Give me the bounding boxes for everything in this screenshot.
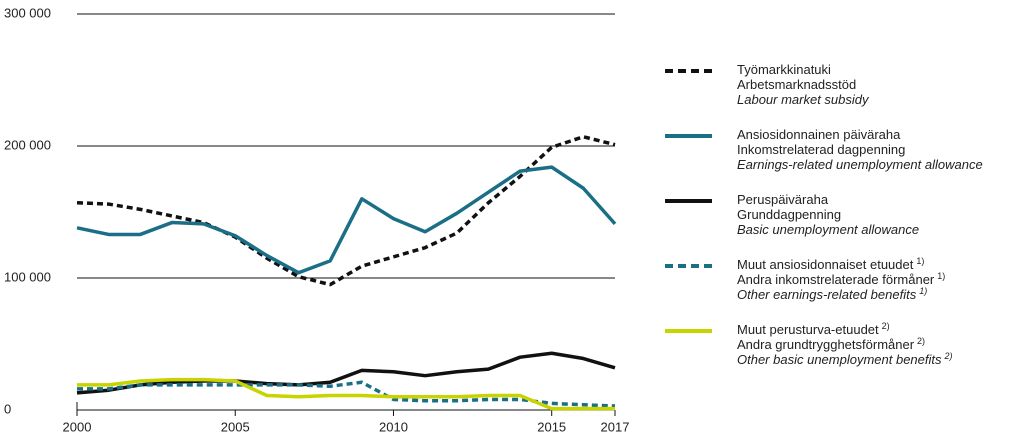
legend-text: Other basic unemployment benefits — [737, 352, 942, 367]
legend-label: Other earnings-related benefits 1) — [737, 286, 927, 302]
legend-label: Muut perusturva-etuudet 2) — [737, 321, 890, 337]
legend-label: Labour market subsidy — [737, 92, 870, 107]
legend-label: Grunddagpenning — [737, 207, 841, 222]
legend-text: Ansiosidonnainen päiväraha — [737, 127, 901, 142]
x-tick-label: 2015 — [537, 419, 566, 434]
y-tick-label: 100 000 — [4, 269, 51, 284]
legend-label: Ansiosidonnainen päiväraha — [737, 127, 901, 142]
legend-label: Andra grundtrygghetsförmåner 2) — [737, 336, 925, 352]
legend-text: Andra inkomstrelaterade förmåner — [737, 272, 935, 287]
legend-note: 2) — [882, 321, 890, 331]
y-tick-label: 0 — [4, 401, 11, 416]
legend-text: Inkomstrelaterad dagpenning — [737, 142, 905, 157]
legend-label: Earnings-related unemployment allowance — [737, 157, 983, 172]
x-tick-label: 2010 — [379, 419, 408, 434]
legend-text: Muut perusturva-etuudet — [737, 322, 879, 337]
y-tick-label: 300 000 — [4, 5, 51, 20]
legend-text: Peruspäiväraha — [737, 192, 829, 207]
legend-note: 2) — [917, 336, 925, 346]
legend-label: Peruspäiväraha — [737, 192, 829, 207]
legend-label: Basic unemployment allowance — [737, 222, 919, 237]
legend-label: Työmarkkinatuki — [737, 62, 831, 77]
x-tick-label: 2017 — [601, 419, 630, 434]
legend-label: Other basic unemployment benefits 2) — [737, 351, 953, 367]
series-line — [76, 351, 616, 395]
legend-note: 1) — [919, 286, 927, 296]
legend-text: Arbetsmarknadsstöd — [737, 77, 856, 92]
legend-text: Muut ansiosidonnaiset etuudet — [737, 257, 914, 272]
x-tick-label: 2005 — [221, 419, 250, 434]
legend-note: 1) — [916, 256, 924, 266]
legend-text: Andra grundtrygghetsförmåner — [737, 337, 915, 352]
legend-text: Labour market subsidy — [737, 92, 870, 107]
legend-text: Earnings-related unemployment allowance — [737, 157, 983, 172]
legend-text: Basic unemployment allowance — [737, 222, 919, 237]
x-tick-label: 2000 — [63, 419, 92, 434]
legend-note: 1) — [937, 271, 945, 281]
legend-label: Andra inkomstrelaterade förmåner 1) — [737, 271, 945, 287]
legend-text: Other earnings-related benefits — [737, 287, 917, 302]
series-line — [76, 135, 616, 287]
series-line — [77, 380, 616, 408]
series-line — [77, 377, 615, 411]
legend-label: Inkomstrelaterad dagpenning — [737, 142, 905, 157]
legend-label: Muut ansiosidonnaiset etuudet 1) — [737, 256, 924, 272]
legend-note: 2) — [944, 351, 953, 361]
y-tick-label: 200 000 — [4, 137, 51, 152]
legend-label: Arbetsmarknadsstöd — [737, 77, 856, 92]
legend-text: Työmarkkinatuki — [737, 62, 831, 77]
legend-text: Grunddagpenning — [737, 207, 841, 222]
series-line — [76, 165, 617, 275]
